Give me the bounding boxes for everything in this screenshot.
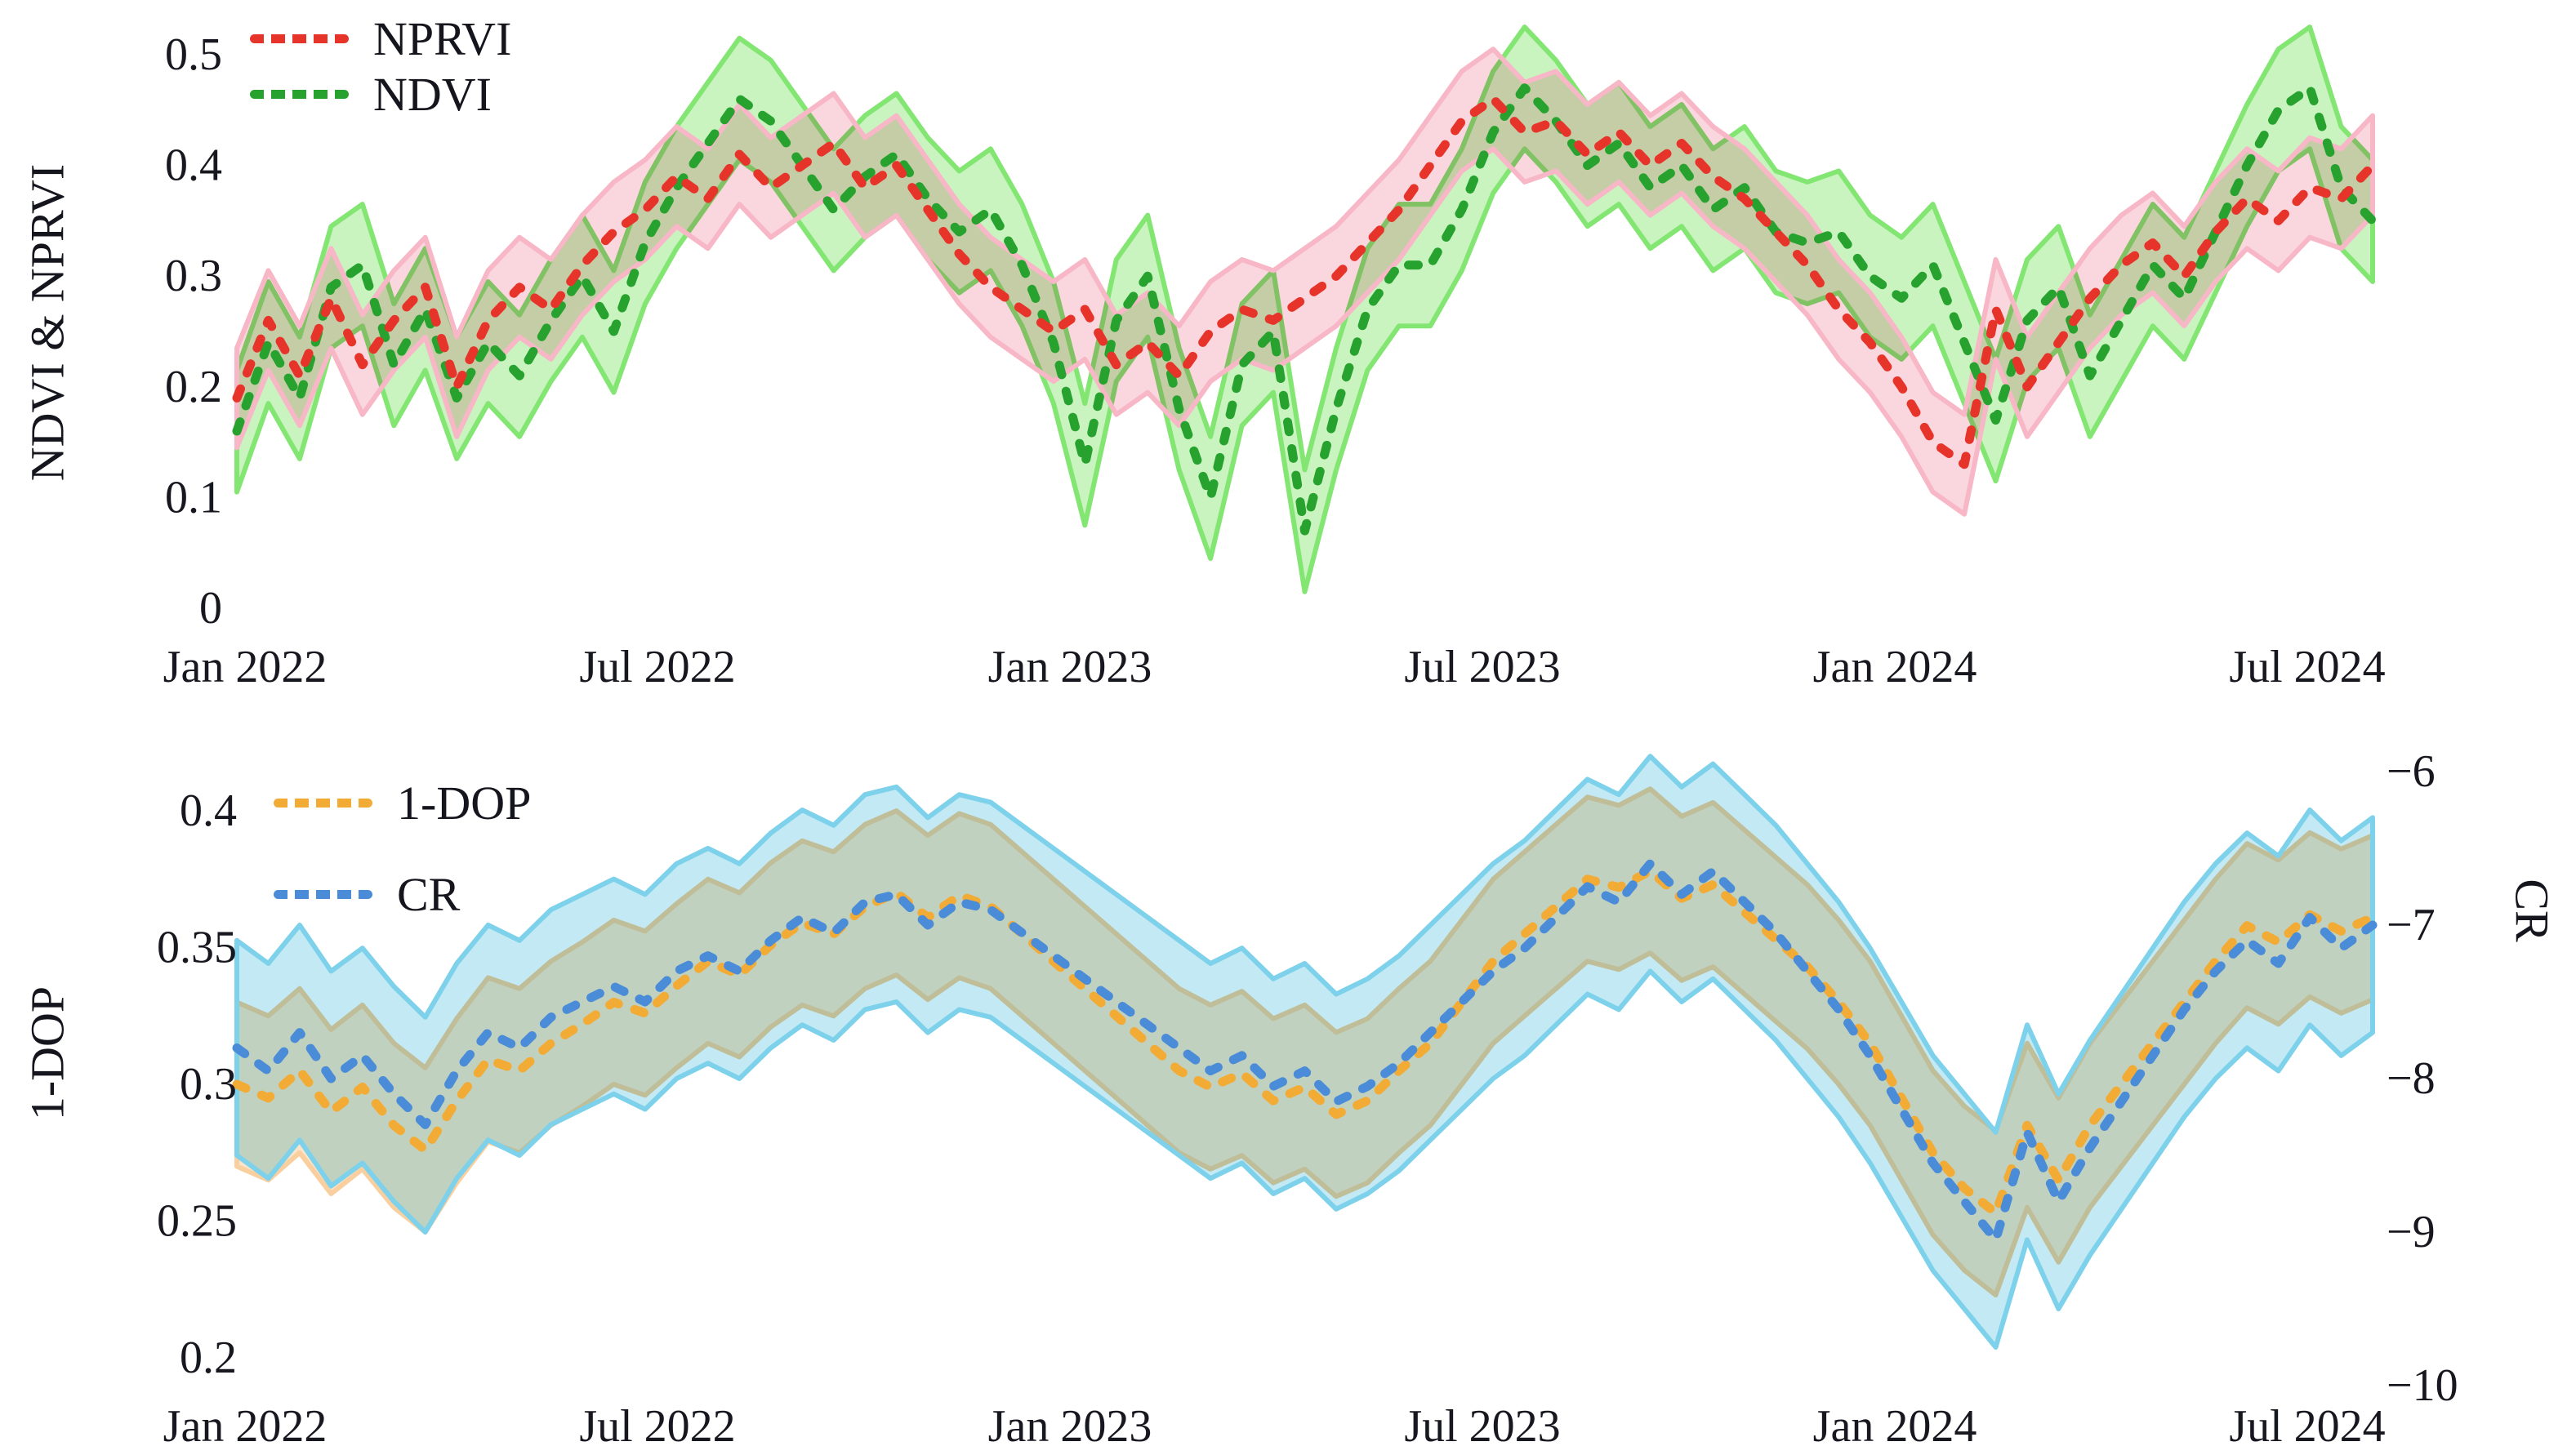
bottom-chart-x-tick-label: Jan 2022 [163,1401,328,1452]
nprvi-legend-swatch [250,33,349,43]
legend-item-ndvi: NDVI [250,67,511,121]
bottom-chart-y-tick-label: 0.3 [180,1059,237,1110]
ndvi-legend-swatch [250,89,349,99]
top-chart-x-tick-label: Jul 2022 [579,642,735,692]
bottom-chart-y-tick-label: −10 [2387,1360,2458,1411]
ndvi-legend-label: NDVI [373,67,492,121]
top-chart-y-tick-label: 0.3 [165,251,222,301]
bottom-chart-y-tick-label: 0.35 [157,923,237,973]
legend-item-nprvi: NPRVI [250,11,512,65]
cr-legend-swatch [274,889,372,899]
nprvi-legend-label: NPRVI [373,11,512,65]
legend-item-1-dop: 1-DOP [274,776,532,830]
bottom-chart-y-tick-label: 0.25 [157,1196,237,1247]
top-chart-x-tick-label: Jul 2024 [2229,642,2385,692]
bottom-chart-x-tick-label: Jan 2023 [988,1401,1152,1452]
dop-legend-swatch [274,798,372,808]
top-chart-y-tick-label: 0.5 [165,29,222,80]
dop-legend-label: 1-DOP [397,776,532,830]
top-chart-y-tick-label: 0.2 [165,362,222,412]
bottom-chart-x-tick-label: Jul 2022 [579,1401,735,1452]
cr-confidence-band [237,756,2373,1347]
nprvi-confidence-band [237,49,2373,514]
legend-item-cr: CR [274,867,531,921]
legend-bottom-chart: 1-DOP CR [274,776,532,921]
legend-top-chart: NPRVI NDVI [250,11,512,121]
top-chart-x-tick-label: Jan 2022 [163,642,328,692]
top-chart-x-tick-label: Jan 2023 [988,642,1152,692]
bottom-chart-x-tick-label: Jul 2024 [2229,1401,2385,1452]
cr-band-edge [234,754,2375,1350]
bottom-chart: 0.4 0.35 0.3 0.25 0.2 −6 −7 −8 −9 −10 Jan 2022 Jul … [157,746,2458,1452]
bottom-chart-y-tick-label: −9 [2387,1207,2436,1257]
y-axis-title-top: NDVI & NPRVI [20,163,74,482]
top-chart-x-tick-label: Jul 2023 [1404,642,1560,692]
ndvi-line [232,83,2378,536]
top-chart: 0.5 0.4 0.3 0.2 0.1 0 Jan 2022 Jul 2022 Jan 2023… [163,24,2386,692]
bottom-chart-y-tick-label: −7 [2387,900,2436,950]
y-axis-title-bottom-right: CR [2505,879,2559,942]
top-chart-y-tick-label: 0 [199,583,222,634]
nprvi-line [232,94,2378,469]
bottom-chart-y-tick-label: 0.4 [180,785,237,836]
cr-legend-label: CR [397,867,461,921]
bottom-chart-y-tick-label: −8 [2387,1053,2436,1104]
top-chart-y-tick-label: 0.1 [165,472,222,523]
y-axis-title-bottom-left: 1-DOP [20,986,74,1121]
cr-line [232,859,2378,1244]
bottom-chart-y-tick-label: −6 [2387,746,2436,797]
top-chart-y-tick-label: 0.4 [165,140,222,191]
bottom-chart-x-tick-label: Jul 2023 [1404,1401,1560,1452]
bottom-chart-x-tick-label: Jan 2024 [1813,1401,1977,1452]
bottom-chart-y-tick-label: 0.2 [180,1333,237,1383]
top-chart-x-tick-label: Jan 2024 [1813,642,1977,692]
